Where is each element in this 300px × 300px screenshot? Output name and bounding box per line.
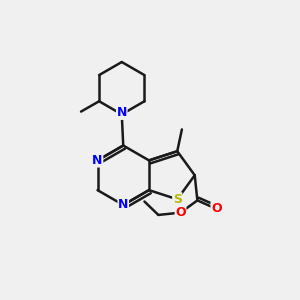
Text: N: N — [117, 106, 127, 119]
Text: O: O — [175, 206, 186, 219]
Text: O: O — [211, 202, 222, 215]
Text: N: N — [118, 199, 128, 212]
Text: S: S — [173, 193, 182, 206]
Text: N: N — [92, 154, 103, 167]
